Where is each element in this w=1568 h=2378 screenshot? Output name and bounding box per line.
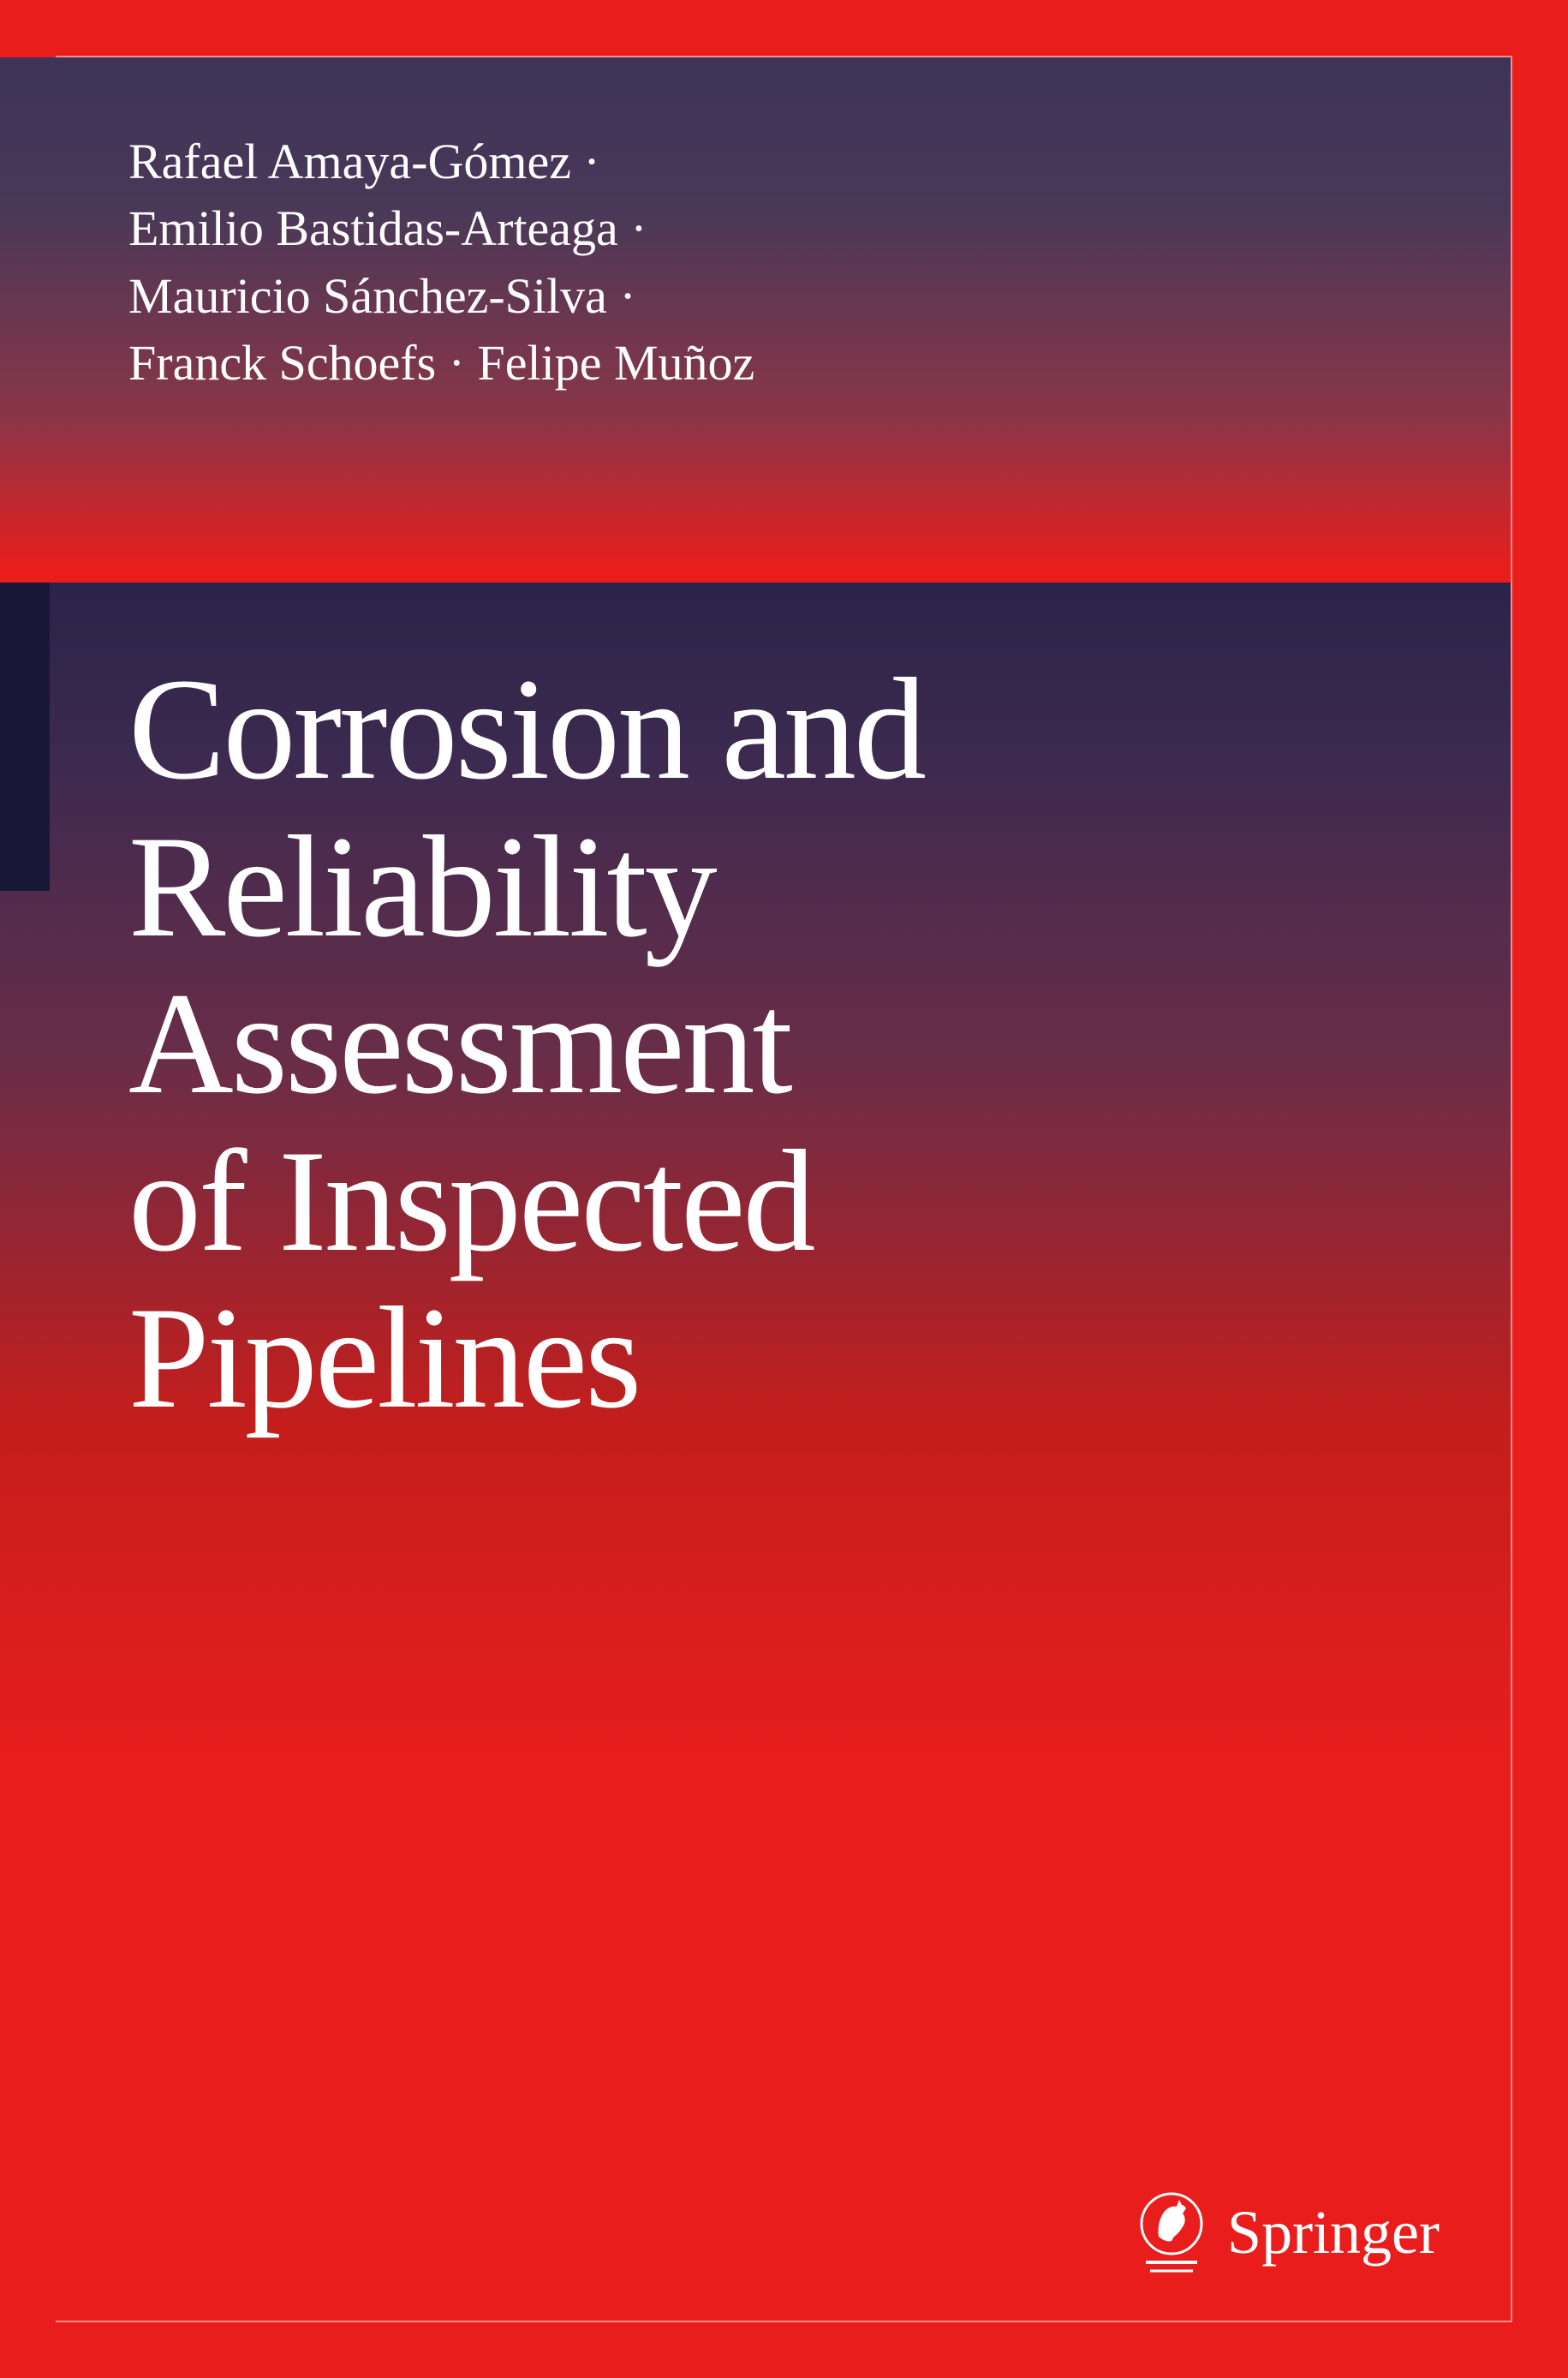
author-line: Franck Schoefs · Felipe Muñoz — [128, 330, 754, 397]
publisher-block: Springer — [1133, 2190, 1440, 2275]
publisher-name: Springer — [1227, 2197, 1440, 2268]
springer-horse-icon — [1133, 2190, 1210, 2275]
title-line: Assessment — [128, 965, 924, 1123]
title-line: Reliability — [128, 809, 924, 966]
book-title: Corrosion and Reliability Assessment of … — [128, 651, 924, 1437]
author-line: Rafael Amaya-Gómez · — [128, 128, 754, 195]
spine-accent-bar — [0, 583, 50, 891]
author-line: Mauricio Sánchez-Silva · — [128, 263, 754, 330]
title-line: Corrosion and — [128, 651, 924, 809]
author-line: Emilio Bastidas-Arteaga · — [128, 195, 754, 262]
authors-block: Rafael Amaya-Gómez · Emilio Bastidas-Art… — [128, 128, 754, 397]
title-line: Pipelines — [128, 1280, 924, 1437]
title-line: of Inspected — [128, 1123, 924, 1281]
